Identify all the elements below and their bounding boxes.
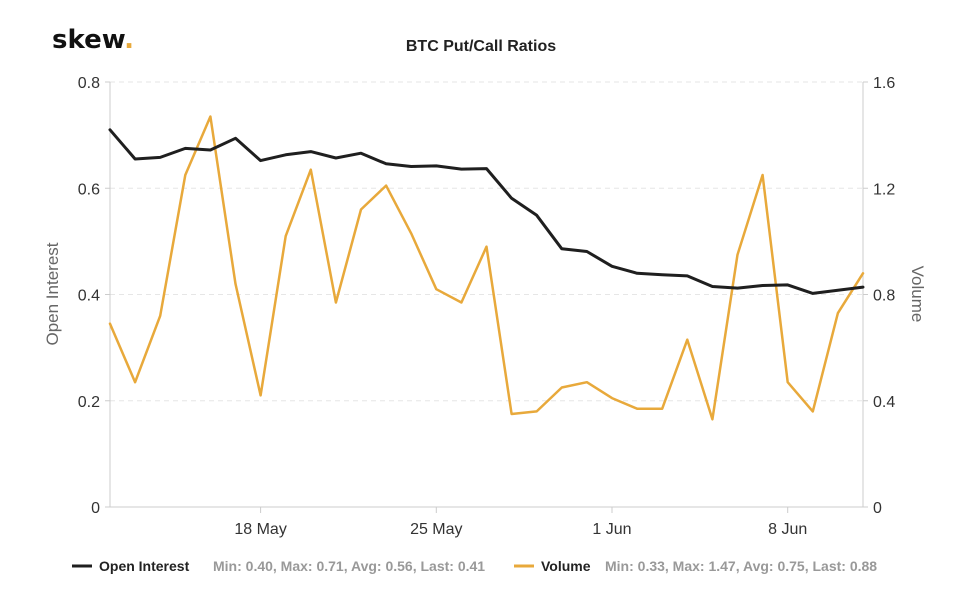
left-axis-ticks: 0 0.2 0.4 0.6 0.8 <box>78 75 110 517</box>
series-line-volume[interactable] <box>108 115 865 421</box>
right-tick-label: 0.4 <box>873 394 895 411</box>
right-tick-label: 1.2 <box>873 181 895 198</box>
left-axis-title: Open Interest <box>43 242 62 345</box>
legend: Open Interest Min: 0.40, Max: 0.71, Avg:… <box>72 558 877 574</box>
right-axis-ticks: 0 0.4 0.8 1.2 1.6 <box>863 75 895 517</box>
left-tick-label: 0.6 <box>78 181 100 198</box>
legend-item-volume[interactable]: Volume Min: 0.33, Max: 1.47, Avg: 0.75, … <box>514 558 877 574</box>
x-axis-ticks: 18 May 25 May 1 Jun 8 Jun <box>234 507 807 538</box>
left-tick-label: 0 <box>91 500 100 517</box>
logo-text: skew <box>52 25 126 55</box>
series-layer <box>108 115 865 421</box>
left-tick-label: 0.2 <box>78 394 100 411</box>
left-tick-label: 0.4 <box>78 288 100 305</box>
svg-text:skew.: skew. <box>52 25 134 55</box>
legend-label-volume: Volume <box>541 558 591 574</box>
left-tick-label: 0.8 <box>78 75 100 92</box>
legend-stats-open-interest: Min: 0.40, Max: 0.71, Avg: 0.56, Last: 0… <box>213 558 485 574</box>
grid-lines <box>110 81 863 402</box>
x-tick-label: 1 Jun <box>592 521 631 538</box>
legend-stats-volume: Min: 0.33, Max: 1.47, Avg: 0.75, Last: 0… <box>605 558 877 574</box>
right-axis-title: Volume <box>908 266 927 323</box>
logo-dot: . <box>124 25 134 55</box>
x-tick-label: 18 May <box>234 521 286 538</box>
chart-title: BTC Put/Call Ratios <box>406 38 556 55</box>
series-line-open-interest[interactable] <box>108 128 865 295</box>
legend-label-open-interest: Open Interest <box>99 558 190 574</box>
right-tick-label: 1.6 <box>873 75 895 92</box>
legend-item-open-interest[interactable]: Open Interest Min: 0.40, Max: 0.71, Avg:… <box>72 558 485 574</box>
right-tick-label: 0 <box>873 500 882 517</box>
x-tick-label: 8 Jun <box>768 521 807 538</box>
right-tick-label: 0.8 <box>873 288 895 305</box>
x-tick-label: 25 May <box>410 521 462 538</box>
skew-logo: skew. <box>52 25 134 55</box>
